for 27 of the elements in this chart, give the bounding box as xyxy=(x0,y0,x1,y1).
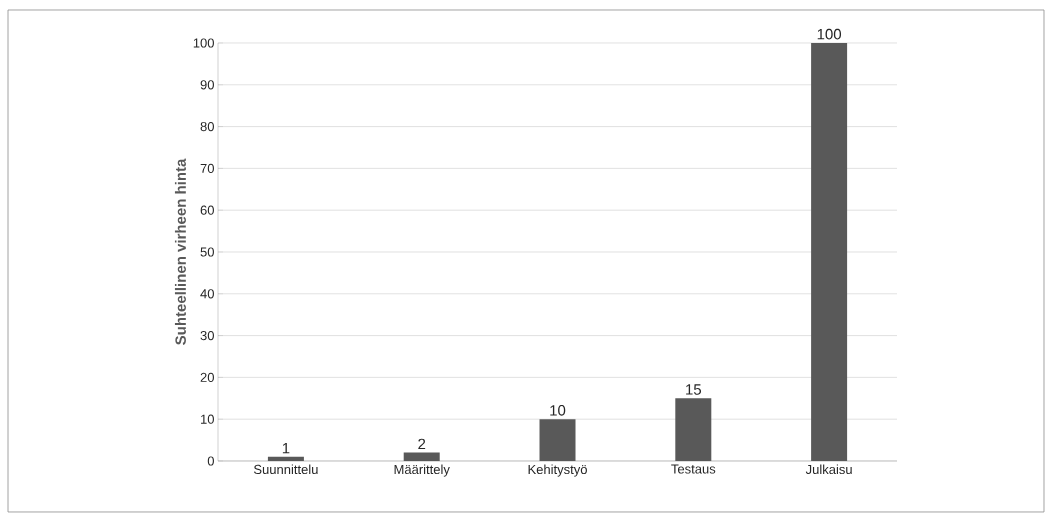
y-tick-label: 100 xyxy=(193,38,214,48)
y-tick-label: 90 xyxy=(200,80,214,90)
y-tick-label: 60 xyxy=(200,205,214,215)
data-label: 10 xyxy=(550,405,566,416)
bar xyxy=(675,398,712,461)
data-label: 100 xyxy=(817,28,842,40)
data-label: 2 xyxy=(418,438,426,450)
y-tick-label: 50 xyxy=(200,247,214,257)
x-tick-label: Suunnittelu xyxy=(253,464,318,475)
y-tick-label: 20 xyxy=(200,372,214,382)
bar xyxy=(267,456,304,461)
x-tick-label: Määrittely xyxy=(394,464,450,477)
y-axis-title: Suhteellinen virheen hinta xyxy=(174,158,186,345)
bar xyxy=(539,419,576,461)
y-tick-label: 80 xyxy=(200,121,214,132)
x-tick-label: Julkaisu xyxy=(805,464,852,475)
data-label: 15 xyxy=(686,384,702,395)
bar xyxy=(403,452,440,461)
x-tick-label: Kehitystyö xyxy=(528,464,587,477)
y-tick-label: 10 xyxy=(201,414,214,424)
x-tick-label: Testaus xyxy=(671,464,716,474)
bar xyxy=(811,42,848,461)
y-tick-label: 70 xyxy=(200,163,214,173)
y-tick-label: 0 xyxy=(207,456,214,466)
y-tick-label: 30 xyxy=(200,330,214,341)
y-tick-label: 40 xyxy=(200,289,214,299)
data-label: 1 xyxy=(282,442,290,454)
